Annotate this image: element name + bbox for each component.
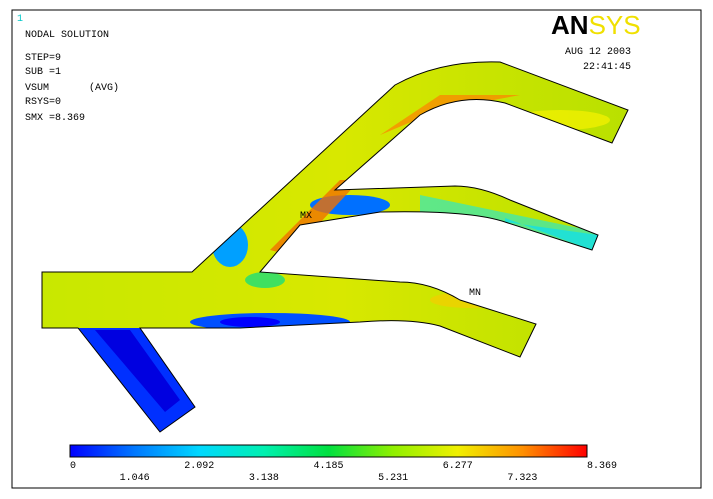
legend-label: 6.277 bbox=[443, 461, 473, 472]
max-marker: MX bbox=[300, 211, 312, 222]
viewport-frame bbox=[11, 9, 702, 489]
legend-labels: 0 1.046 2.092 3.138 4.185 5.231 6.277 7.323 8.36… bbox=[70, 461, 617, 484]
legend-label: 8.369 bbox=[587, 461, 617, 472]
step-label: STEP=9 bbox=[25, 53, 61, 64]
legend-label: 0 bbox=[70, 461, 76, 472]
quantity-label: VSUM bbox=[25, 83, 49, 94]
legend-label: 4.185 bbox=[313, 461, 343, 472]
ansys-logo: ANSYS bbox=[551, 10, 641, 40]
legend-label: 1.046 bbox=[120, 473, 150, 484]
plot-title: NODAL SOLUTION bbox=[25, 30, 109, 41]
time: 22:41:45 bbox=[583, 62, 631, 73]
min-marker: MN bbox=[469, 288, 481, 299]
legend-label: 5.231 bbox=[378, 473, 408, 484]
legend-label: 2.092 bbox=[184, 461, 214, 472]
date: AUG 12 2003 bbox=[565, 47, 631, 58]
model-outline bbox=[41, 61, 629, 433]
window-number: 1 bbox=[17, 14, 23, 25]
smx-label: SMX =8.369 bbox=[25, 113, 85, 124]
legend-label: 3.138 bbox=[249, 473, 279, 484]
legend-label: 7.323 bbox=[507, 473, 537, 484]
legend-colorbar bbox=[69, 444, 588, 458]
sub-label: SUB =1 bbox=[25, 67, 61, 78]
averaging-label: (AVG) bbox=[89, 82, 119, 94]
rsys-label: RSYS=0 bbox=[25, 97, 61, 108]
